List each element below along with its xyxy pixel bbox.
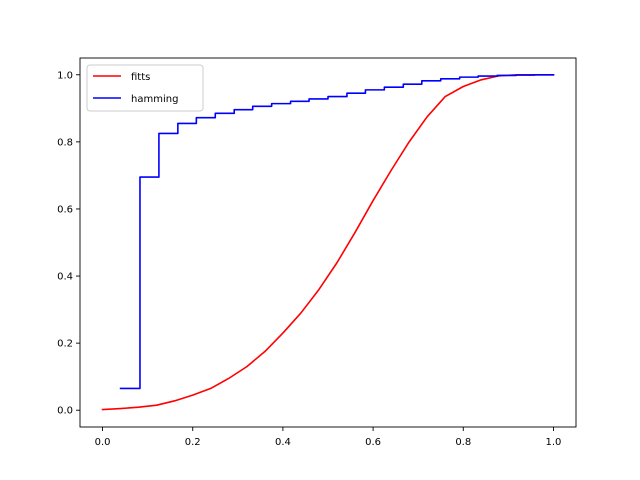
legend: fitts hamming — [86, 64, 204, 112]
y-tick-label: 0.0 — [57, 406, 73, 417]
x-tick-label: 0.0 — [95, 437, 111, 448]
legend-label-hamming: hamming — [131, 94, 178, 105]
y-tick-label: 0.8 — [57, 137, 73, 148]
x-tick-label: 0.8 — [455, 437, 471, 448]
legend-label-fitts: fitts — [131, 72, 150, 83]
series-line-hamming — [119, 73, 555, 390]
plot-area — [101, 73, 555, 411]
y-tick-label: 0.4 — [57, 272, 73, 283]
x-tick-label: 0.2 — [185, 437, 201, 448]
x-tick-label: 1.0 — [546, 437, 562, 448]
x-tick-label: 0.4 — [275, 437, 291, 448]
y-tick-label: 0.2 — [57, 339, 73, 350]
y-tick-label: 0.6 — [57, 204, 73, 215]
x-tick-label: 0.6 — [365, 437, 381, 448]
axes: 0.0 0.2 0.4 0.6 0.8 1.0 0.0 0.2 0.4 0.6 0.8 1.0 — [57, 57, 577, 448]
series-line-fitts — [101, 73, 555, 411]
y-tick-label: 1.0 — [57, 70, 73, 81]
axes-frame — [79, 57, 577, 428]
